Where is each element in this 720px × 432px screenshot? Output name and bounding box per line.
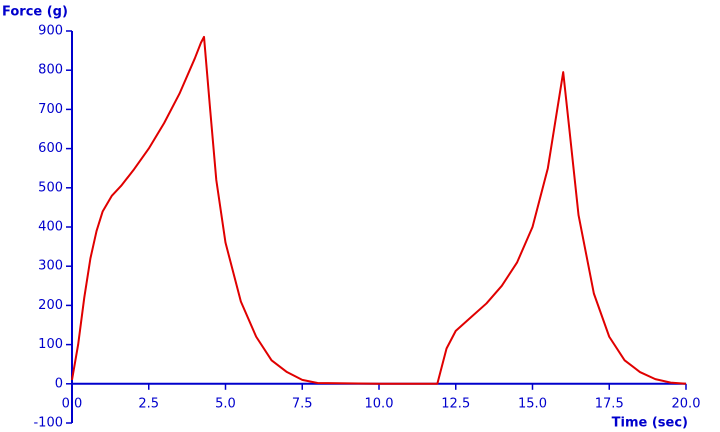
y-tick-label: 600 (38, 141, 63, 156)
y-tick-label: 800 (38, 63, 63, 78)
y-tick-label: 400 (38, 220, 63, 235)
y-tick-label: 700 (38, 102, 63, 117)
x-tick-label: 0.0 (62, 396, 83, 411)
y-tick-label: 0 (55, 376, 63, 391)
y-tick-label: 100 (38, 337, 63, 352)
y-tick-label: 300 (38, 259, 63, 274)
y-tick-label: 500 (38, 180, 63, 195)
x-tick-label: 5.0 (215, 396, 236, 411)
data-line (71, 35, 687, 385)
x-tick-label: 10.0 (365, 396, 394, 411)
y-tick-label: -100 (33, 416, 63, 431)
y-tick-label: 200 (38, 298, 63, 313)
x-tick-label: 17.5 (595, 396, 624, 411)
x-axis-label: Time (sec) (612, 416, 688, 431)
y-axis-label: Force (g) (2, 5, 68, 20)
x-tick-label: 2.5 (138, 396, 159, 411)
x-tick-label: 12.5 (441, 396, 470, 411)
y-tick-label: 900 (38, 24, 63, 39)
x-tick-label: 15.0 (518, 396, 547, 411)
x-tick-label: 7.5 (292, 396, 313, 411)
x-tick-label: 20.0 (672, 396, 701, 411)
